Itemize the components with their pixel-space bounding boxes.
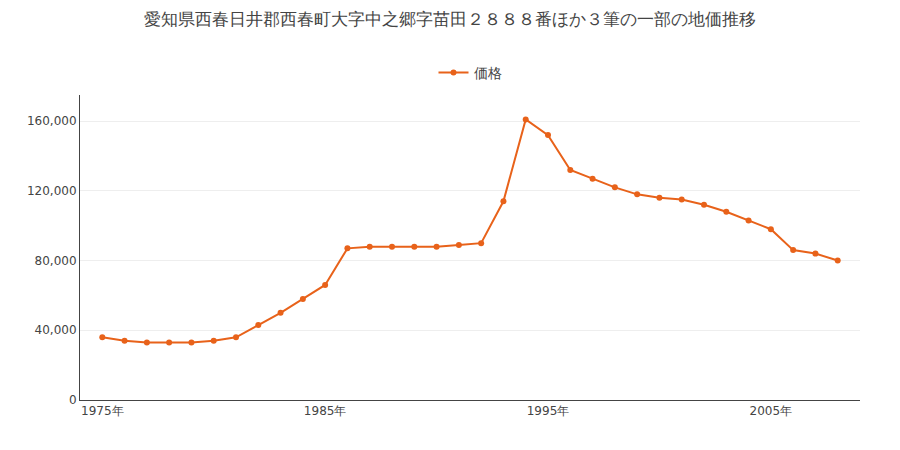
svg-text:2005年: 2005年 xyxy=(750,404,793,418)
svg-text:120,000: 120,000 xyxy=(27,184,77,198)
svg-text:80,000: 80,000 xyxy=(35,254,77,268)
svg-text:1995年: 1995年 xyxy=(527,404,570,418)
svg-text:愛知県西春日井郡西春町大字中之郷字苗田２８８８番ほか３筆の一: 愛知県西春日井郡西春町大字中之郷字苗田２８８８番ほか３筆の一部の地価推移 xyxy=(144,9,756,29)
svg-text:40,000: 40,000 xyxy=(35,323,77,337)
svg-text:価格: 価格 xyxy=(474,65,502,81)
svg-text:160,000: 160,000 xyxy=(27,114,77,128)
svg-text:1985年: 1985年 xyxy=(304,404,347,418)
svg-text:0: 0 xyxy=(69,393,77,407)
svg-text:1975年: 1975年 xyxy=(81,404,124,418)
